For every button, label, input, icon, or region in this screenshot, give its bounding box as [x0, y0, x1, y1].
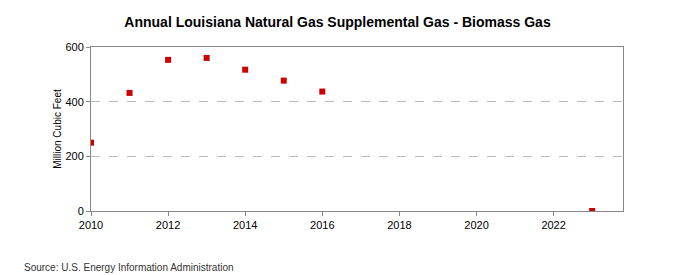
svg-text:2010: 2010: [79, 219, 103, 231]
svg-text:2020: 2020: [464, 219, 488, 231]
svg-text:2014: 2014: [233, 219, 257, 231]
svg-text:0: 0: [78, 205, 84, 217]
svg-text:2022: 2022: [541, 219, 565, 231]
svg-text:2018: 2018: [387, 219, 411, 231]
svg-text:400: 400: [65, 96, 83, 108]
svg-text:Million Cubic Feet: Million Cubic Feet: [52, 89, 63, 169]
svg-text:Source: U.S. Energy Informatio: Source: U.S. Energy Information Administ…: [24, 262, 234, 273]
svg-text:200: 200: [65, 150, 83, 162]
svg-text:2016: 2016: [310, 219, 334, 231]
svg-text:Annual Louisiana Natural Gas S: Annual Louisiana Natural Gas Supplementa…: [124, 14, 551, 30]
svg-text:2012: 2012: [156, 219, 180, 231]
svg-text:600: 600: [65, 41, 83, 53]
